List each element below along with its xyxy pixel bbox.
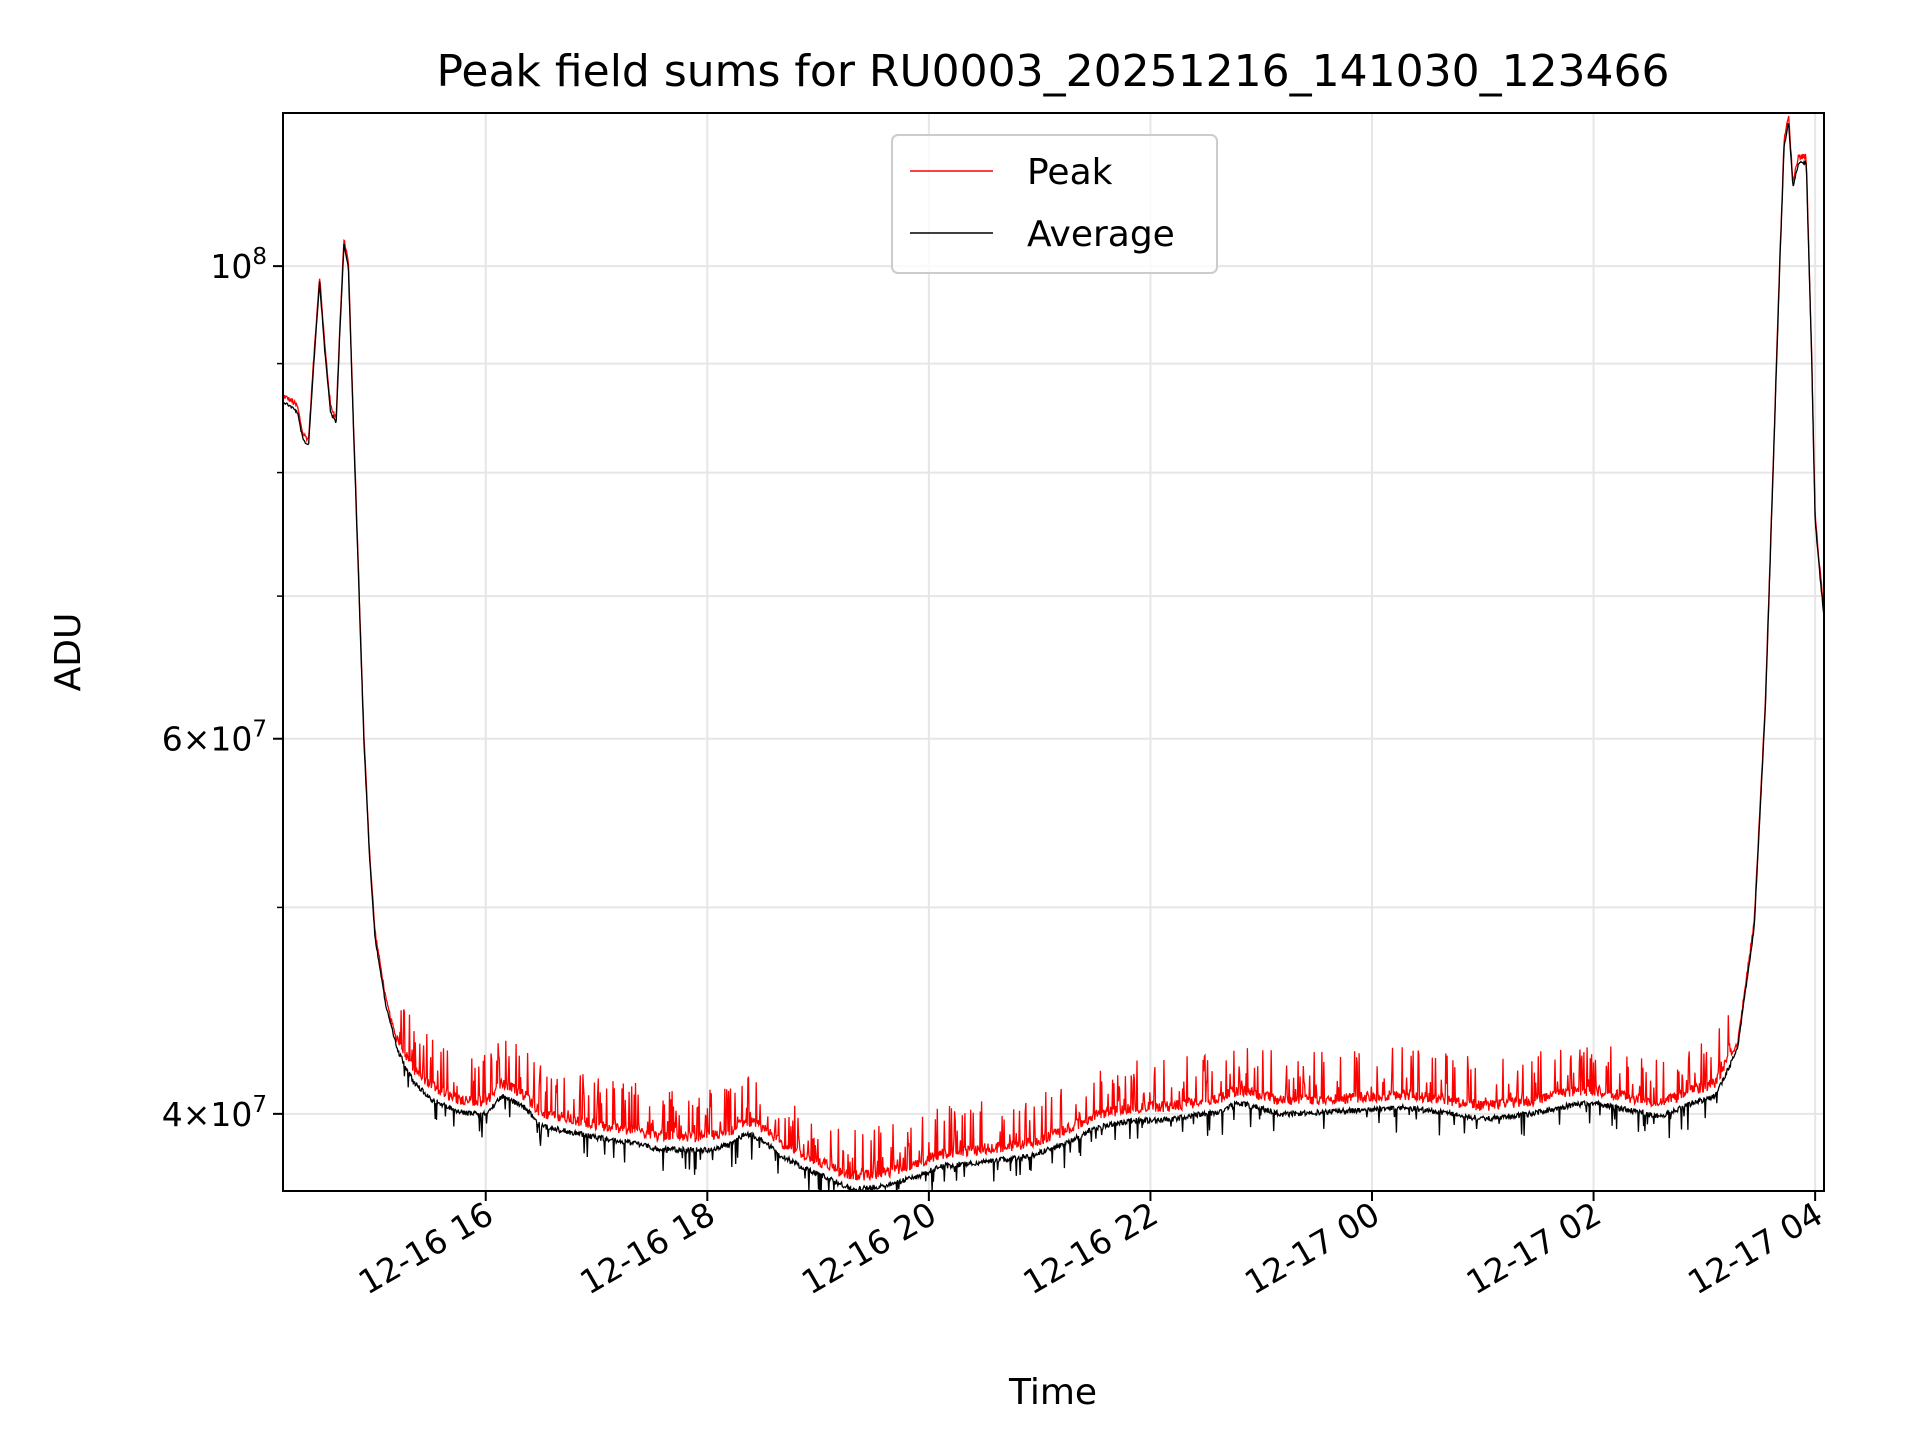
legend: Peak Average: [891, 134, 1218, 274]
y-tick-label: 6×107: [162, 717, 267, 759]
peak-series-line: [283, 115, 1824, 1182]
y-tick-label: 108: [210, 244, 267, 286]
x-axis-label: Time: [1008, 1372, 1097, 1413]
chart-title: Peak field sums for RU0003_20251216_1410…: [436, 46, 1669, 97]
legend-peak-label: Peak: [1027, 152, 1113, 193]
grid: [283, 113, 1824, 1191]
y-axis-label: ADU: [48, 613, 89, 692]
plot-frame: [282, 112, 1825, 1192]
legend-box: [891, 134, 1218, 274]
y-tick-label: 4×107: [162, 1092, 267, 1134]
average-series-line: [283, 122, 1824, 1191]
plot-area: [283, 113, 1824, 1191]
y-axis: 4×107 6×107 108: [162, 244, 283, 1134]
legend-average-label: Average: [1027, 214, 1175, 255]
